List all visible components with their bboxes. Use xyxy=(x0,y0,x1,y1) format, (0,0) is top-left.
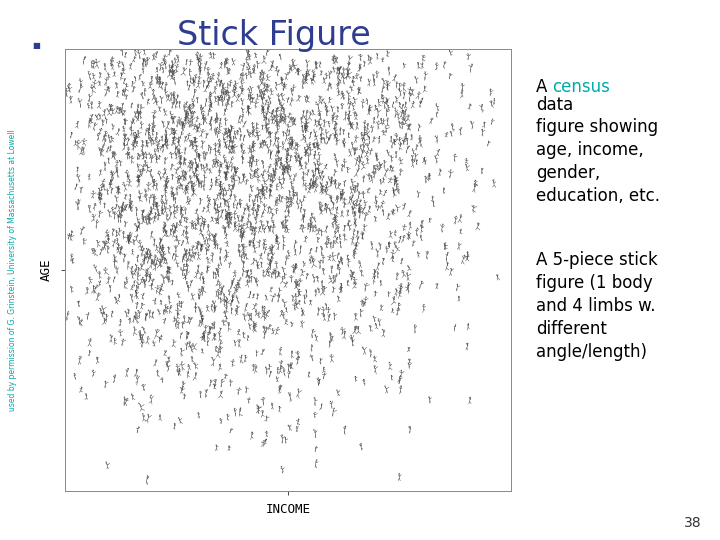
Text: data
figure showing
age, income,
gender,
education, etc.: data figure showing age, income, gender,… xyxy=(536,96,660,205)
X-axis label: INCOME: INCOME xyxy=(266,503,310,516)
Text: Stick Figure: Stick Figure xyxy=(176,19,371,52)
Text: census: census xyxy=(552,78,610,96)
Y-axis label: AGE: AGE xyxy=(40,259,53,281)
Text: A 5-piece stick
figure (1 body
and 4 limbs w.
different
angle/length): A 5-piece stick figure (1 body and 4 lim… xyxy=(536,251,658,361)
Text: ■: ■ xyxy=(32,42,40,50)
Text: 38: 38 xyxy=(685,516,702,530)
Text: A: A xyxy=(536,78,553,96)
Text: used by permission of G. Grinstein, University of Massachusetts at Lowell: used by permission of G. Grinstein, Univ… xyxy=(9,129,17,411)
